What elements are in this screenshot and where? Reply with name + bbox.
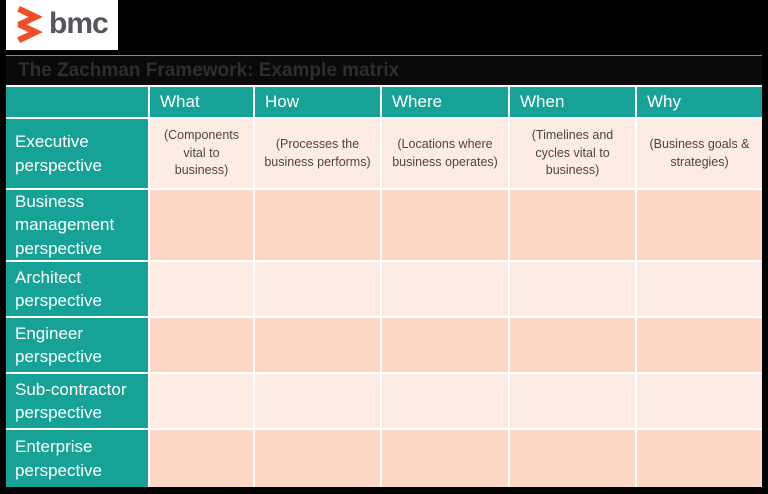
zachman-framework-table: The Zachman Framework: Example matrix Wh… bbox=[6, 55, 762, 487]
matrix-cell bbox=[382, 430, 508, 487]
matrix-cell bbox=[150, 374, 253, 428]
column-header-where: Where bbox=[382, 87, 508, 117]
matrix-cell bbox=[510, 318, 635, 372]
corner-cell bbox=[6, 87, 148, 117]
matrix-cell bbox=[255, 374, 380, 428]
column-header-how: How bbox=[255, 87, 380, 117]
column-header-what: What bbox=[150, 87, 253, 117]
matrix-title-bar: The Zachman Framework: Example matrix bbox=[6, 55, 762, 85]
matrix-cell bbox=[150, 430, 253, 487]
matrix-grid: What How Where When Why Executive perspective… bbox=[6, 85, 762, 487]
matrix-cell: (Business goals & strategies) bbox=[637, 119, 762, 188]
matrix-cell bbox=[510, 374, 635, 428]
bmc-double-chevron-icon bbox=[17, 6, 43, 43]
matrix-cell bbox=[255, 318, 380, 372]
matrix-title: The Zachman Framework: Example matrix bbox=[18, 59, 400, 81]
matrix-cell: (Components vital to business) bbox=[150, 119, 253, 188]
row-label: Architect perspective bbox=[6, 262, 148, 316]
matrix-cell bbox=[637, 262, 762, 316]
matrix-cell bbox=[382, 190, 508, 260]
matrix-cell bbox=[150, 190, 253, 260]
matrix-cell bbox=[382, 318, 508, 372]
bmc-logo-plate: bmc bbox=[6, 0, 118, 50]
matrix-cell: (Locations where business operates) bbox=[382, 119, 508, 188]
matrix-cell bbox=[510, 190, 635, 260]
row-label: Executive perspective bbox=[6, 119, 148, 188]
matrix-cell bbox=[637, 430, 762, 487]
matrix-cell bbox=[150, 318, 253, 372]
column-header-why: Why bbox=[637, 87, 762, 117]
matrix-cell bbox=[637, 318, 762, 372]
row-label: Enterprise perspective bbox=[6, 430, 148, 487]
matrix-cell bbox=[510, 262, 635, 316]
row-label: Business management perspective bbox=[6, 190, 148, 260]
matrix-cell bbox=[382, 374, 508, 428]
matrix-cell: (Timelines and cycles vital to business) bbox=[510, 119, 635, 188]
matrix-cell: (Processes the business performs) bbox=[255, 119, 380, 188]
matrix-cell bbox=[637, 190, 762, 260]
matrix-cell bbox=[382, 262, 508, 316]
row-label: Sub-contractor perspective bbox=[6, 374, 148, 428]
column-header-when: When bbox=[510, 87, 635, 117]
matrix-cell bbox=[255, 190, 380, 260]
bmc-logo-text: bmc bbox=[49, 6, 109, 40]
matrix-cell bbox=[150, 262, 253, 316]
matrix-cell bbox=[255, 262, 380, 316]
matrix-cell bbox=[510, 430, 635, 487]
row-label: Engineer perspective bbox=[6, 318, 148, 372]
matrix-cell bbox=[255, 430, 380, 487]
matrix-cell bbox=[637, 374, 762, 428]
